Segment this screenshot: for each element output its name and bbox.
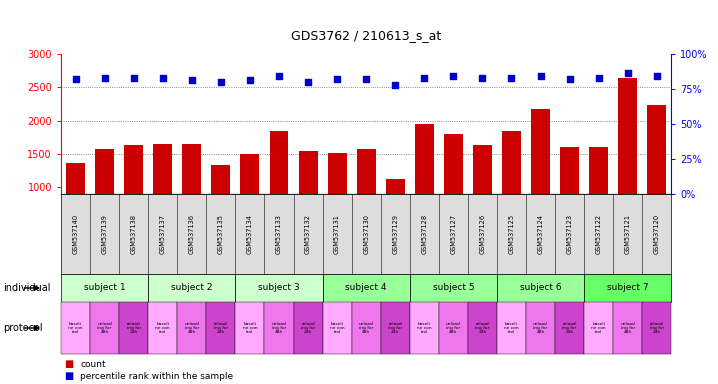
- Text: baseli
ne con
trol: baseli ne con trol: [417, 322, 432, 334]
- Text: GSM537121: GSM537121: [625, 214, 630, 254]
- Text: GDS3762 / 210613_s_at: GDS3762 / 210613_s_at: [291, 29, 442, 42]
- Text: GSM537124: GSM537124: [538, 214, 544, 254]
- Text: baseli
ne con
trol: baseli ne con trol: [592, 322, 606, 334]
- Text: GSM537120: GSM537120: [654, 214, 660, 254]
- Point: [244, 77, 256, 83]
- Text: reload
ing for
24h: reload ing for 24h: [562, 322, 577, 334]
- Text: GSM537130: GSM537130: [363, 214, 369, 254]
- Point: [128, 74, 139, 81]
- Bar: [211, 165, 230, 194]
- Text: GSM537136: GSM537136: [189, 214, 195, 254]
- Text: subject 5: subject 5: [432, 283, 474, 293]
- Bar: [327, 152, 347, 194]
- Point: [99, 74, 111, 81]
- Bar: [618, 78, 637, 194]
- Text: GSM537140: GSM537140: [73, 214, 78, 254]
- Text: unload
ing for
48h: unload ing for 48h: [271, 322, 286, 334]
- Text: reload
ing for
24h: reload ing for 24h: [388, 322, 402, 334]
- Text: GSM537138: GSM537138: [131, 214, 136, 254]
- Text: unload
ing for
48h: unload ing for 48h: [446, 322, 461, 334]
- Point: [593, 74, 605, 81]
- Point: [447, 73, 459, 79]
- Point: [360, 76, 372, 82]
- Text: baseli
ne con
trol: baseli ne con trol: [155, 322, 170, 334]
- Text: GSM537128: GSM537128: [421, 214, 427, 254]
- Bar: [531, 109, 550, 194]
- Text: count: count: [80, 360, 106, 369]
- Bar: [299, 151, 317, 194]
- Bar: [589, 147, 608, 194]
- Bar: [154, 144, 172, 194]
- Point: [622, 70, 633, 76]
- Text: subject 1: subject 1: [84, 283, 126, 293]
- Point: [419, 74, 430, 81]
- Text: individual: individual: [4, 283, 51, 293]
- Bar: [444, 134, 463, 194]
- Point: [302, 79, 314, 85]
- Point: [389, 81, 401, 88]
- Text: baseli
ne con
trol: baseli ne con trol: [68, 322, 83, 334]
- Point: [70, 76, 81, 82]
- Bar: [66, 162, 85, 194]
- Text: unload
ing for
48h: unload ing for 48h: [97, 322, 112, 334]
- Text: reload
ing for
24h: reload ing for 24h: [214, 322, 228, 334]
- Text: GSM537131: GSM537131: [334, 214, 340, 254]
- Bar: [241, 154, 259, 194]
- Point: [332, 76, 343, 82]
- Point: [157, 74, 169, 81]
- Point: [505, 74, 517, 81]
- Text: baseli
ne con
trol: baseli ne con trol: [504, 322, 519, 334]
- Text: subject 6: subject 6: [520, 283, 561, 293]
- Text: GSM537123: GSM537123: [567, 214, 573, 254]
- Text: GSM537137: GSM537137: [159, 214, 166, 254]
- Text: GSM537132: GSM537132: [305, 214, 311, 254]
- Text: subject 3: subject 3: [258, 283, 300, 293]
- Text: reload
ing for
24h: reload ing for 24h: [475, 322, 490, 334]
- Text: ■: ■: [65, 359, 74, 369]
- Bar: [386, 179, 405, 194]
- Text: GSM537133: GSM537133: [276, 214, 282, 254]
- Point: [274, 73, 285, 79]
- Text: GSM537127: GSM537127: [450, 214, 457, 254]
- Text: reload
ing for
24h: reload ing for 24h: [650, 322, 664, 334]
- Text: GSM537129: GSM537129: [392, 214, 398, 254]
- Bar: [648, 105, 666, 194]
- Text: percentile rank within the sample: percentile rank within the sample: [80, 372, 233, 381]
- Text: subject 2: subject 2: [171, 283, 213, 293]
- Bar: [473, 145, 492, 194]
- Text: GSM537135: GSM537135: [218, 214, 224, 254]
- Text: unload
ing for
48h: unload ing for 48h: [533, 322, 548, 334]
- Bar: [560, 147, 579, 194]
- Text: GSM537122: GSM537122: [596, 214, 602, 254]
- Point: [564, 76, 575, 82]
- Point: [215, 79, 227, 85]
- Bar: [357, 149, 376, 194]
- Point: [477, 74, 488, 81]
- Text: unload
ing for
48h: unload ing for 48h: [185, 322, 200, 334]
- Text: ■: ■: [65, 371, 74, 381]
- Text: reload
ing for
24h: reload ing for 24h: [126, 322, 141, 334]
- Bar: [124, 145, 143, 194]
- Bar: [269, 131, 289, 194]
- Text: protocol: protocol: [4, 323, 43, 333]
- Text: baseli
ne con
trol: baseli ne con trol: [330, 322, 345, 334]
- Text: GSM537126: GSM537126: [480, 214, 485, 254]
- Text: GSM537139: GSM537139: [102, 214, 108, 254]
- Point: [535, 73, 546, 79]
- Text: unload
ing for
48h: unload ing for 48h: [620, 322, 635, 334]
- Text: baseli
ne con
trol: baseli ne con trol: [243, 322, 257, 334]
- Text: subject 7: subject 7: [607, 283, 648, 293]
- Point: [186, 77, 197, 83]
- Text: GSM537125: GSM537125: [508, 214, 515, 254]
- Text: subject 4: subject 4: [345, 283, 387, 293]
- Bar: [95, 149, 114, 194]
- Text: unload
ing for
48h: unload ing for 48h: [359, 322, 373, 334]
- Point: [651, 73, 663, 79]
- Bar: [182, 144, 201, 194]
- Text: GSM537134: GSM537134: [247, 214, 253, 254]
- Text: reload
ing for
24h: reload ing for 24h: [301, 322, 315, 334]
- Bar: [415, 124, 434, 194]
- Bar: [502, 131, 521, 194]
